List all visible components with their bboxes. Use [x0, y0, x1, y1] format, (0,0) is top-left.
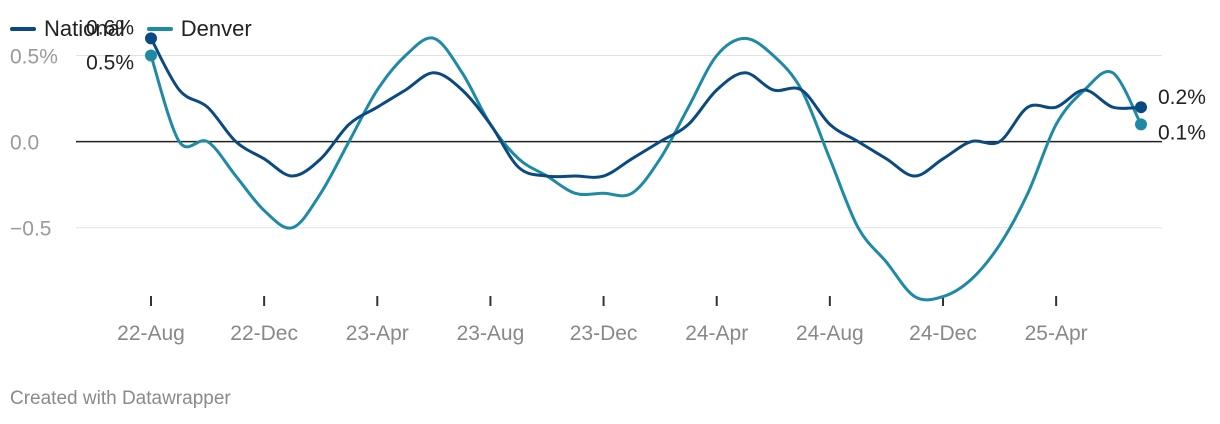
x-tick-label: 25-Apr [1025, 322, 1088, 345]
x-axis: 22-Aug 22-Dec 23-Apr 23-Aug 23-Dec 24-Apr 24-A… [117, 296, 1088, 345]
series-line-denver [149, 36, 1143, 302]
legend-item-denver: Denver [146, 16, 252, 42]
series-point-denver-last [1135, 118, 1147, 131]
series-line-national [149, 36, 1143, 179]
y-tick-label: 0.5% [10, 46, 58, 69]
series-point-denver-first [145, 49, 157, 62]
x-tick-label: 23-Aug [457, 322, 525, 345]
series-point-national-last [1135, 101, 1147, 114]
legend-label-national: National [44, 16, 125, 41]
series-point-national-first [145, 32, 157, 45]
y-axis: 0.5% 0.0 −0.5 [10, 46, 58, 241]
footer-credit: Created with Datawrapper [10, 388, 231, 409]
legend-swatch-denver [146, 27, 173, 31]
end-label-denver-last: 0.1% [1158, 121, 1206, 144]
legend-label-denver: Denver [180, 16, 252, 41]
x-tick-label: 24-Apr [685, 322, 748, 345]
legend-item-national: National [10, 16, 125, 42]
legend: National Denver [10, 16, 252, 42]
y-tick-label: 0.0 [10, 132, 39, 155]
x-tick-label: 24-Dec [909, 322, 977, 345]
end-labels: 0.6% 0.5% 0.2% 0.1% [86, 16, 1206, 144]
end-label-national-first: 0.6% [86, 16, 134, 39]
x-tick-label: 22-Aug [117, 322, 185, 345]
x-tick-label: 23-Apr [346, 322, 409, 345]
end-label-denver-first: 0.5% [86, 52, 134, 75]
series-lines [145, 32, 1147, 302]
y-tick-label: −0.5 [10, 218, 51, 241]
x-tick-label: 23-Dec [570, 322, 638, 345]
end-label-national-last: 0.2% [1158, 86, 1206, 109]
x-tick-label: 22-Dec [230, 322, 298, 345]
legend-swatch-national [10, 27, 36, 31]
x-tick-label: 24-Aug [796, 322, 864, 345]
